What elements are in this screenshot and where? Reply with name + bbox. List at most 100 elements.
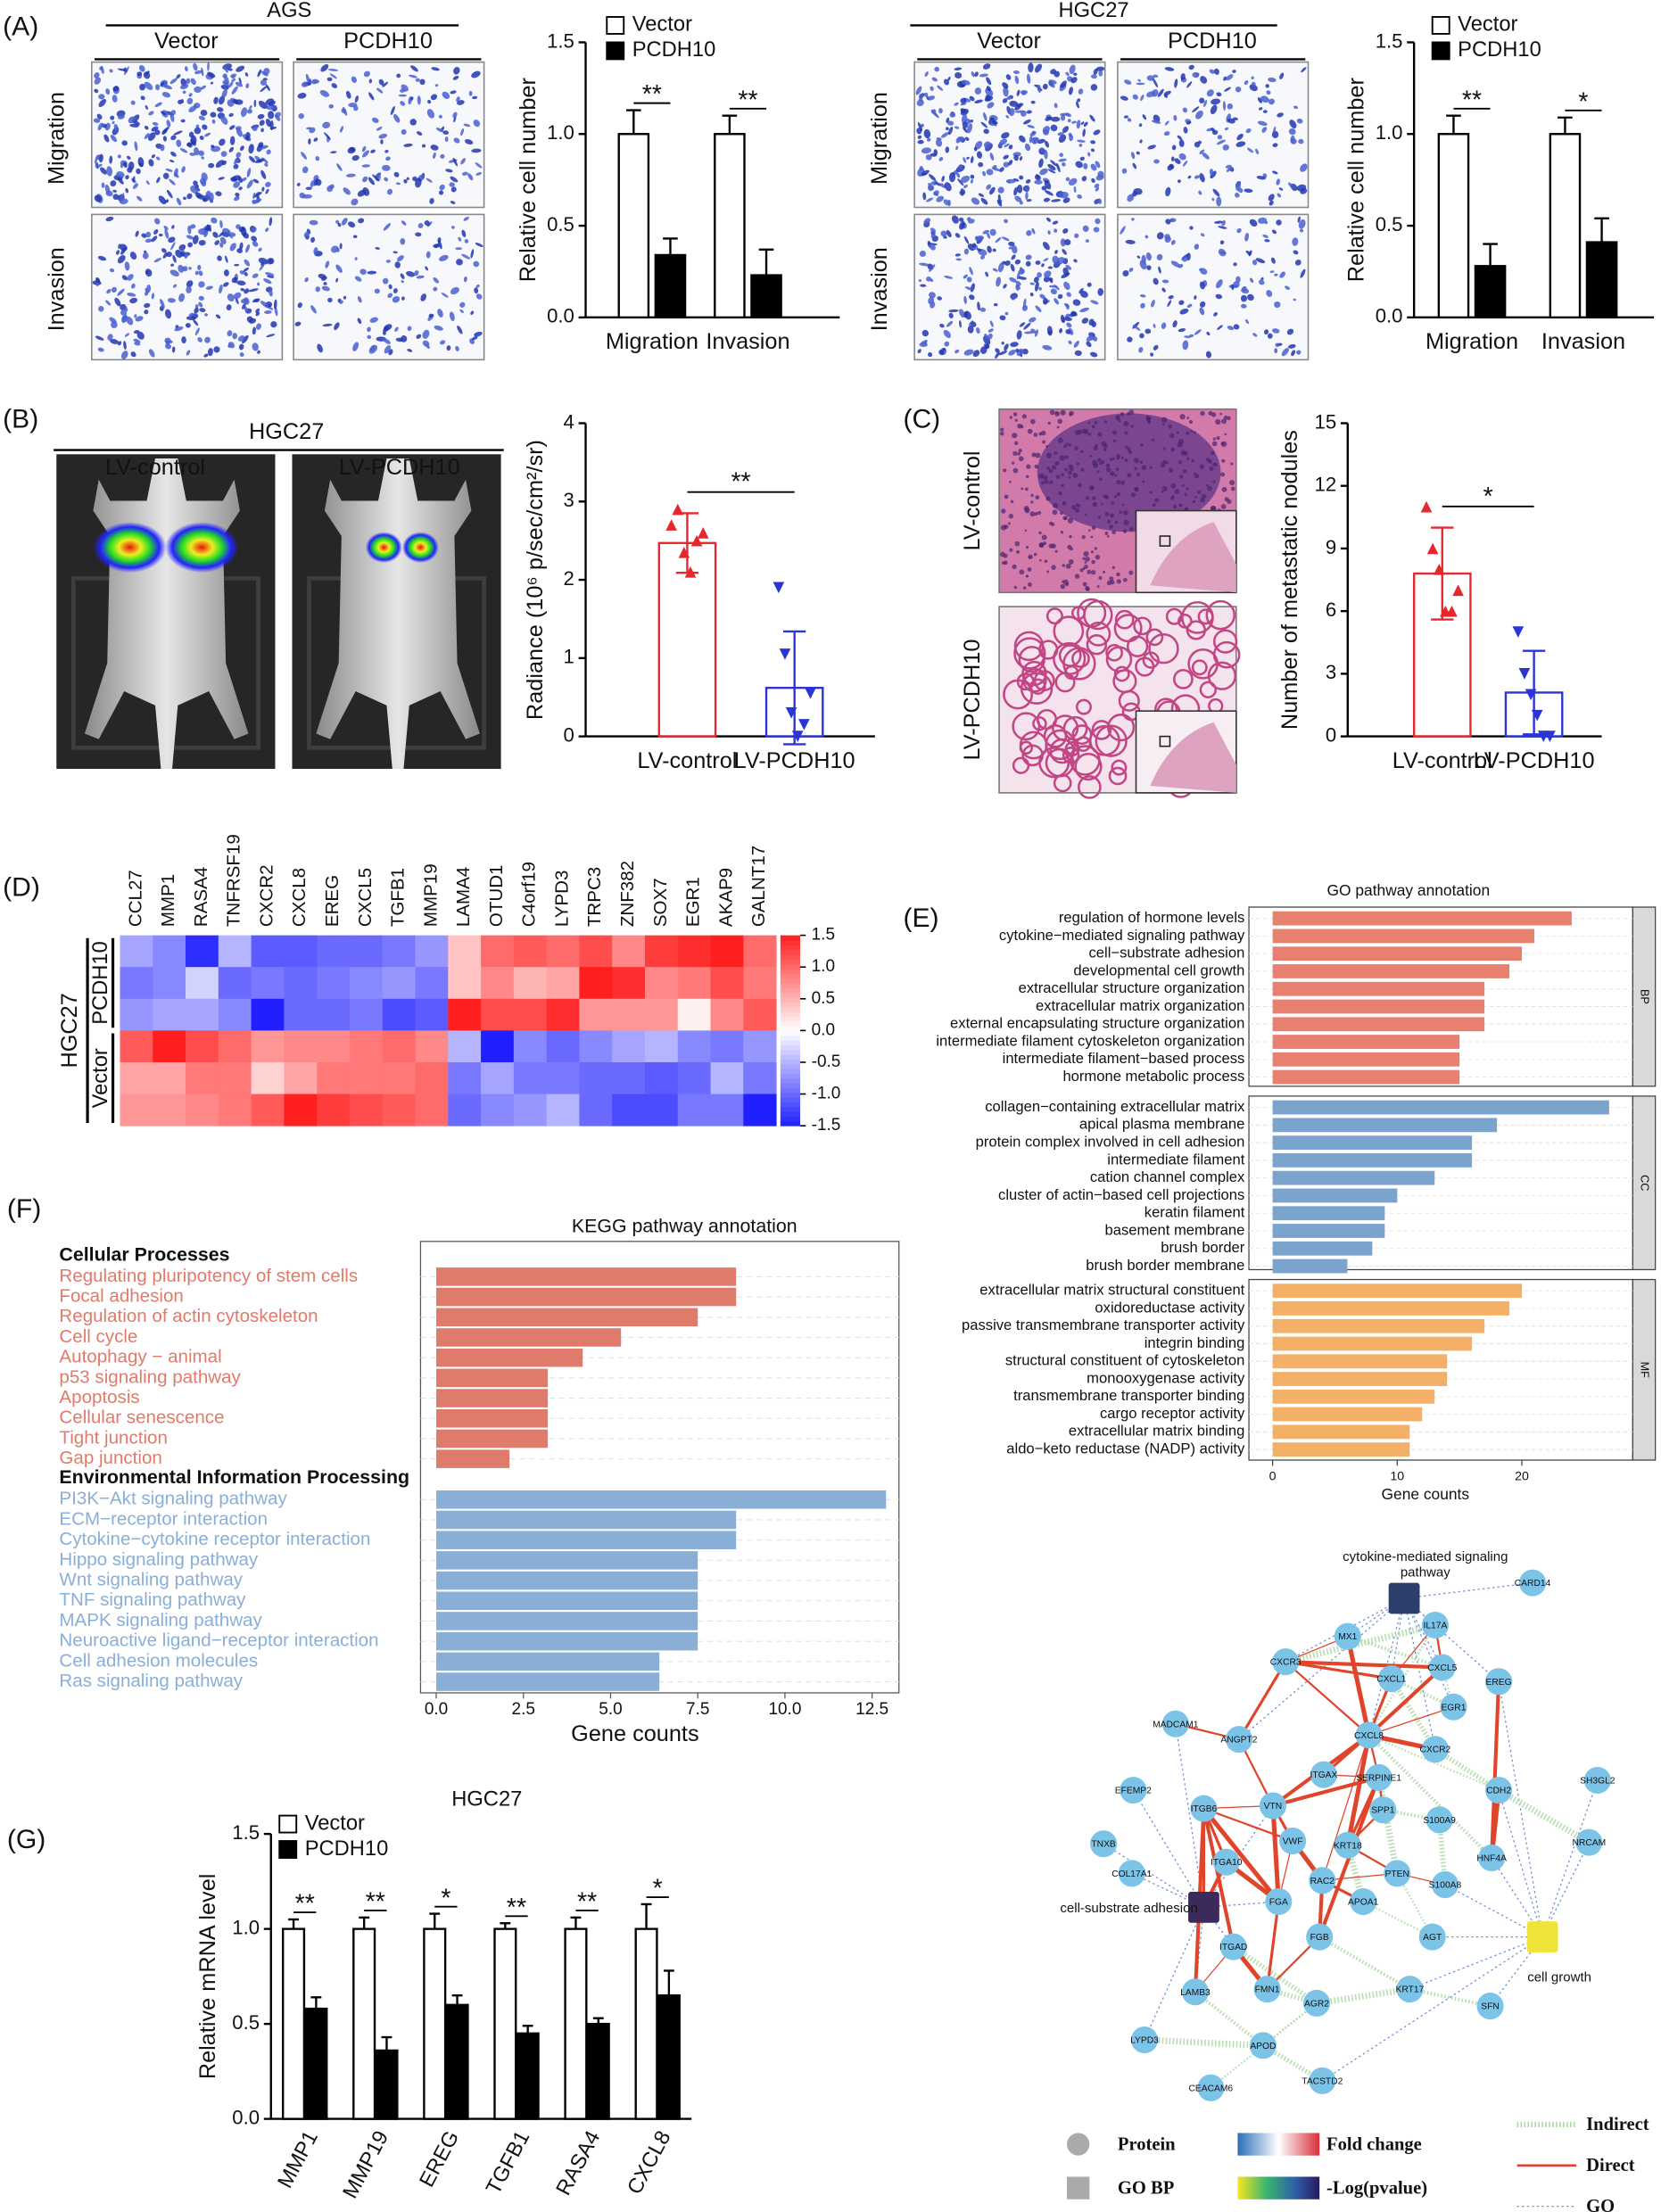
stained-cell (1043, 197, 1051, 202)
stained-cell (1224, 127, 1229, 131)
nucleus (1160, 461, 1166, 468)
stained-cell (1062, 317, 1073, 321)
stained-cell (1025, 254, 1032, 260)
nucleus (1098, 575, 1103, 581)
stained-cell (246, 168, 252, 177)
data-point (1452, 584, 1464, 597)
stained-cell (1081, 176, 1087, 182)
colorbar-label: -0.5 (812, 1052, 841, 1071)
stained-cell (1070, 311, 1077, 318)
nucleus (1119, 510, 1122, 515)
x-axis-label: Gene counts (571, 1721, 698, 1746)
nucleus (1049, 480, 1054, 484)
category-label: hormone metabolic process (1062, 1068, 1244, 1085)
heatmap-cell (579, 1061, 613, 1095)
alveolus (1062, 747, 1080, 764)
stained-cell (939, 323, 945, 328)
heatmap-cell (677, 1061, 712, 1095)
significance-label: * (653, 1875, 663, 1903)
stained-cell (188, 267, 192, 270)
heatmap-cell (317, 1061, 351, 1095)
stained-cell (1095, 218, 1101, 225)
nucleus (1122, 529, 1128, 533)
data-point (773, 582, 785, 594)
stained-cell (999, 315, 1006, 321)
stained-cell (929, 292, 936, 299)
stained-cell (954, 67, 963, 70)
stained-cell (927, 95, 936, 101)
stained-cell (461, 229, 467, 237)
stained-cell (206, 224, 212, 232)
bar (436, 1389, 549, 1407)
nucleus (1190, 430, 1194, 433)
bar (1272, 1389, 1435, 1404)
stained-cell (134, 342, 141, 346)
stained-cell (961, 79, 971, 86)
nucleus (1051, 465, 1057, 470)
category-label: passive transmembrane transporter activi… (962, 1316, 1245, 1333)
heatmap-cell (415, 967, 449, 1000)
stained-cell (1156, 232, 1164, 240)
nucleus (1012, 467, 1019, 474)
direct-edge (1203, 1807, 1293, 1843)
heatmap-cell (546, 1030, 580, 1063)
y-tick-label: 15 (1315, 410, 1337, 433)
stained-cell (921, 169, 930, 176)
column-label: MMP19 (420, 863, 441, 927)
nucleus (1033, 433, 1038, 437)
stained-cell (1004, 311, 1009, 316)
stained-cell (1237, 187, 1244, 194)
stained-cell (260, 169, 267, 179)
stained-cell (135, 230, 139, 237)
stained-cell (228, 112, 234, 118)
stained-cell (980, 255, 986, 260)
stained-cell (1039, 293, 1045, 300)
stained-cell (973, 146, 978, 152)
category-label: TNF signaling pathway (59, 1589, 246, 1610)
x-tick-label: LV-control (637, 748, 737, 773)
node-label: SH3GL2 (1580, 1777, 1616, 1787)
stained-cell (110, 115, 115, 120)
stained-cell (440, 153, 445, 159)
stained-cell (1001, 236, 1010, 242)
stained-cell (1235, 141, 1246, 147)
stained-cell (304, 276, 309, 283)
nucleus (1054, 451, 1058, 455)
stained-cell (310, 236, 316, 243)
stained-cell (401, 220, 407, 226)
stained-cell (145, 104, 149, 111)
stained-cell (1217, 325, 1223, 331)
stained-cell (198, 227, 208, 235)
inset-marker (1159, 535, 1171, 547)
stained-cell (166, 120, 171, 128)
stained-cell (1145, 328, 1152, 334)
category-label: oxidoreductase activity (1095, 1299, 1245, 1316)
stained-cell (935, 181, 941, 186)
colorbar-step (780, 1006, 800, 1012)
stained-cell (194, 127, 202, 135)
nucleus (1059, 455, 1065, 461)
nucleus (1014, 541, 1021, 547)
stained-cell (1004, 219, 1008, 224)
stained-cell (434, 84, 439, 87)
stained-cell (123, 341, 127, 351)
stained-cell (1054, 250, 1058, 254)
x-tick-label: MMP19 (339, 2127, 393, 2202)
stained-cell (354, 257, 358, 260)
stained-cell (1221, 219, 1226, 227)
stained-cell (101, 182, 105, 188)
stained-cell (1064, 239, 1071, 245)
stained-cell (367, 270, 377, 275)
stained-cell (406, 270, 416, 277)
legend-pvalue (1237, 2176, 1320, 2200)
y-tick-label: 2 (564, 567, 574, 590)
stained-cell (1079, 307, 1089, 313)
nucleus (1186, 431, 1190, 435)
nucleus (1101, 441, 1107, 447)
stained-cell (323, 282, 327, 285)
stained-cell (400, 101, 406, 106)
stained-cell (975, 235, 985, 241)
stained-cell (297, 93, 307, 99)
stained-cell (1137, 78, 1141, 82)
node-label: AGT (1423, 1933, 1442, 1943)
